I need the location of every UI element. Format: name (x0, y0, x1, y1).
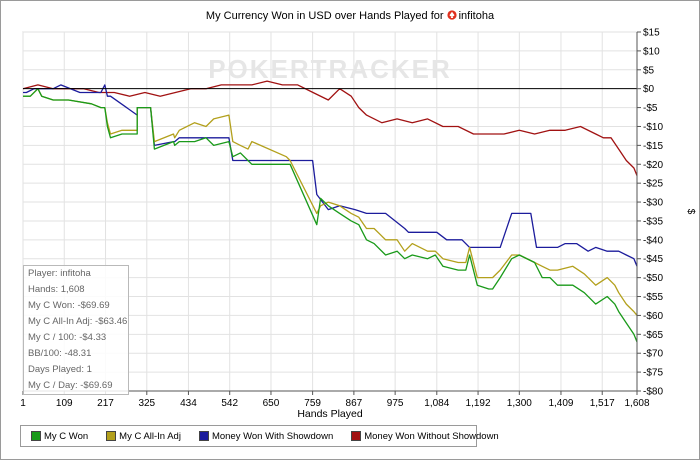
y-tick-label: -$80 (643, 387, 663, 398)
x-tick-label: 975 (387, 398, 404, 409)
stat-won: My C Won: -$69.69 (28, 300, 110, 311)
legend: My C Won My C All-In Adj Money Won With … (20, 425, 499, 447)
legend-item-without-showdown[interactable]: Money Won Without Showdown (351, 430, 499, 442)
y-tick-label: -$25 (643, 179, 663, 190)
stat-player: Player: infitoha (28, 268, 91, 279)
series-line-without-showdown (22, 80, 638, 176)
x-tick-label: 1,409 (548, 398, 573, 409)
watermark: POKERTRACKER (208, 54, 452, 84)
legend-item-with-showdown[interactable]: Money Won With Showdown (198, 430, 334, 442)
series-line-my-c-allin-adj (23, 88, 638, 316)
legend-label: Money Won With Showdown (211, 430, 334, 442)
legend-item-my-c-won[interactable]: My C Won (31, 431, 88, 442)
series-layer (22, 80, 638, 343)
y-tick-label: -$65 (643, 330, 663, 341)
stats-panel: Player: infitoha Hands: 1,608 My C Won: … (23, 265, 129, 395)
chart-title-text: My Currency Won in USD over Hands Played… (205, 10, 444, 22)
y-tick-label: -$15 (643, 141, 663, 152)
y-tick-label: $10 (643, 46, 660, 57)
x-tick-label: 542 (221, 398, 238, 409)
stat-allin-adj: My C All-In Adj: -$63.46 (28, 316, 128, 327)
grid (22, 31, 638, 392)
x-tick-label: 1,517 (590, 398, 615, 409)
stat-hands: Hands: 1,608 (28, 284, 85, 295)
x-tick-label: 1,192 (466, 398, 491, 409)
player-name: infitoha (458, 10, 495, 22)
stat-days: Days Played: 1 (28, 364, 92, 375)
x-tick-label: 1 (20, 398, 26, 409)
stat-per-day: My C / Day: -$69.69 (28, 380, 113, 391)
y-tick-label: -$35 (643, 216, 663, 227)
y-tick-label: -$55 (643, 292, 663, 303)
y-tick-label: -$20 (643, 160, 663, 171)
x-tick-label: 759 (304, 398, 321, 409)
x-tick-label: 867 (346, 398, 363, 409)
y-tick-label: -$10 (643, 122, 663, 133)
y-tick-label: -$50 (643, 273, 663, 284)
series-line-my-c-won (23, 88, 638, 343)
y-tick-label: -$70 (643, 349, 663, 360)
stat-per-100: My C / 100: -$4.33 (28, 332, 107, 343)
legend-swatch (351, 431, 362, 441)
y-tick-label: $0 (643, 84, 655, 95)
x-tick-label: 325 (138, 398, 155, 409)
x-tick-label: 650 (263, 398, 280, 409)
y-tick-label: -$5 (643, 103, 658, 114)
y-tick-label: -$30 (643, 198, 663, 209)
legend-swatch (106, 431, 117, 441)
y-tick-label: -$75 (643, 368, 663, 379)
series-line-with-showdown (23, 84, 638, 267)
y-tick-label: $5 (643, 65, 655, 76)
spade-chip-icon (446, 10, 457, 20)
x-tick-label: 1,608 (624, 398, 649, 409)
chart-title: My Currency Won in USD over Hands Played… (0, 10, 700, 22)
legend-label: My C Won (44, 430, 89, 442)
x-tick-label: 1,084 (424, 398, 449, 409)
x-tick-label: 1,300 (507, 398, 532, 409)
axes: $15 $10 $5 $0 -$5 -$10 -$15 -$20 -$25 -$30 -$35 -$4… (20, 28, 696, 421)
y-tick-label: -$45 (643, 254, 663, 265)
legend-label: My C All-In Adj (119, 430, 181, 442)
x-tick-label: 434 (180, 398, 197, 409)
y-tick-label: -$40 (643, 235, 663, 246)
legend-item-my-c-allin-adj[interactable]: My C All-In Adj (106, 431, 181, 442)
x-tick-label: 109 (56, 398, 73, 409)
y-tick-label: -$60 (643, 311, 663, 322)
legend-swatch (198, 431, 209, 441)
x-tick-label: 217 (97, 398, 114, 409)
y-axis-title: $ (685, 209, 696, 215)
x-axis-title: Hands Played (297, 408, 363, 420)
y-tick-label: $15 (643, 28, 660, 39)
legend-label: Money Won Without Showdown (364, 430, 499, 442)
stat-bb-100: BB/100: -48.31 (28, 348, 92, 359)
legend-swatch (31, 431, 41, 441)
